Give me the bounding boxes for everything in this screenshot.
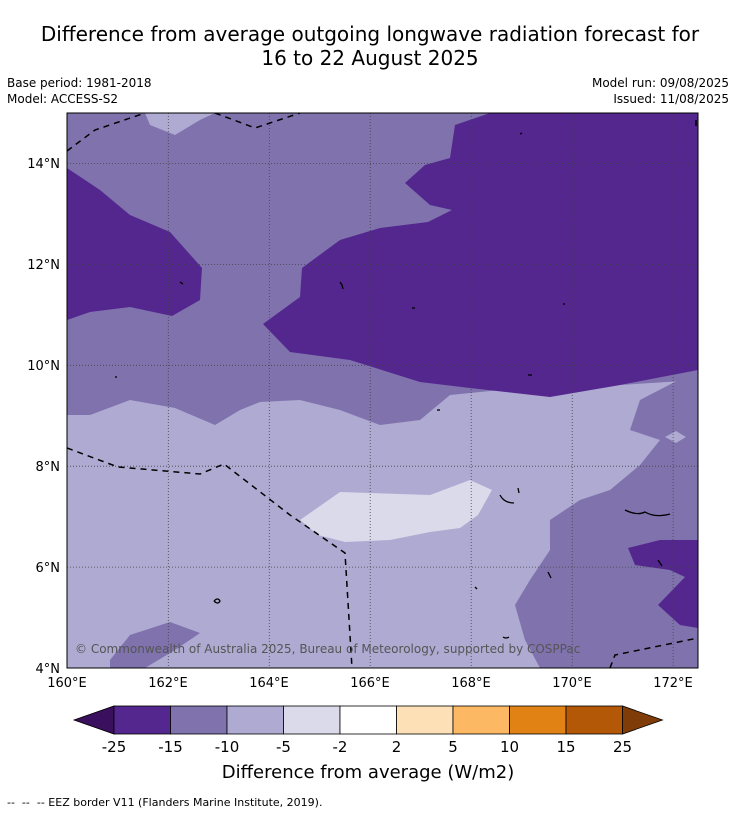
gridlines: [67, 113, 698, 668]
band-minus25-minus15-southeast: [628, 540, 698, 628]
colorbar-tick-label: 10: [500, 738, 519, 756]
meta-right: Model run: 09/08/2025 Issued: 11/08/2025: [592, 75, 729, 107]
colorbar-tick-label: -5: [276, 738, 291, 756]
colorbar: -25 -15 -10 -5 -2 2 5 10 15 25: [72, 705, 664, 756]
lat-tick-label: 6°N: [36, 561, 61, 576]
map-frame: [66, 112, 699, 669]
colorbar-cell: [396, 705, 454, 735]
colorbar-cell: [226, 705, 284, 735]
band-minus15-minus10: [67, 113, 698, 668]
map-title: Difference from average outgoing longwav…: [0, 22, 736, 70]
lon-axis: 160°E 162°E 164°E 166°E 168°E 170°E 172°…: [47, 676, 693, 691]
eez-legend-note: -- -- -- EEZ border V11 (Flanders Marine…: [7, 796, 323, 809]
lat-axis: 14°N 12°N 10°N 8°N 6°N 4°N: [27, 157, 60, 677]
colorbar-cell: [509, 705, 567, 735]
lat-tick-label: 12°N: [27, 258, 60, 273]
lon-tick-label: 166°E: [350, 676, 390, 691]
meta-left: Base period: 1981-2018 Model: ACCESS-S2: [7, 75, 152, 107]
copyright-notice: © Commonwealth of Australia 2025, Bureau…: [75, 642, 580, 656]
colorbar-cell: [452, 705, 510, 735]
lon-tick-label: 164°E: [249, 676, 289, 691]
colorbar-extend-low: [72, 705, 115, 735]
lon-tick-label: 172°E: [653, 676, 693, 691]
title-line-1: Difference from average outgoing longwav…: [40, 22, 700, 46]
colorbar-cell: [113, 705, 171, 735]
colorbar-cell: [339, 705, 397, 735]
colorbar-tick-label: -10: [215, 738, 240, 756]
lat-tick-label: 14°N: [27, 157, 60, 172]
issued-date: Issued: 11/08/2025: [613, 92, 729, 106]
colorbar-extend-high: [622, 705, 664, 735]
colorbar-tick-label: 15: [556, 738, 575, 756]
lon-tick-label: 160°E: [47, 676, 87, 691]
colorbar-title: Difference from average (W/m2): [222, 762, 514, 783]
lat-tick-label: 4°N: [36, 662, 61, 677]
lat-tick-label: 10°N: [27, 359, 60, 374]
colorbar-tick-label: -2: [333, 738, 348, 756]
map-area: © Commonwealth of Australia 2025, Bureau…: [67, 113, 698, 668]
eez-borders: [67, 113, 698, 668]
title-line-2: 16 to 22 August 2025: [261, 46, 479, 70]
colorbar-tick-label: 5: [448, 738, 458, 756]
band-light-diamond: [665, 431, 686, 443]
colorbar-tick-label: 25: [613, 738, 632, 756]
colorbar-tick-label: -15: [158, 738, 183, 756]
band-minus5-minus2: [300, 480, 492, 542]
model-run: Model run: 09/08/2025: [591, 76, 729, 90]
band-light-top-patch: [145, 113, 215, 135]
colorbar-tick-label: -25: [102, 738, 127, 756]
colorbar-tick-label: 2: [392, 738, 402, 756]
band-lower-left-patch: [110, 622, 200, 668]
base-period: Base period: 1981-2018: [7, 76, 152, 90]
coastlines: [115, 132, 671, 639]
colorbar-cell: [170, 705, 228, 735]
lat-tick-label: 8°N: [36, 460, 61, 475]
lon-tick-label: 162°E: [148, 676, 188, 691]
colorbar-cell: [565, 705, 623, 735]
model-name: Model: ACCESS-S2: [7, 92, 119, 106]
band-minus25-minus15-east: [263, 113, 698, 397]
lon-tick-label: 168°E: [451, 676, 491, 691]
colorbar-cell: [283, 705, 341, 735]
lon-tick-label: 170°E: [552, 676, 592, 691]
